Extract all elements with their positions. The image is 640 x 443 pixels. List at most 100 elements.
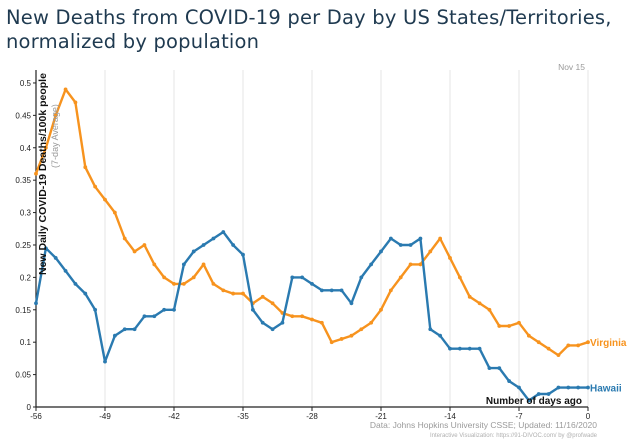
x-tick-label: -21 — [375, 412, 387, 421]
data-point-hawaii — [477, 346, 482, 351]
data-point-virginia — [63, 87, 68, 92]
data-point-virginia — [112, 210, 117, 215]
y-tick-label: 0.2 — [20, 273, 32, 282]
data-point-virginia — [556, 353, 561, 358]
chart-grid — [35, 70, 589, 407]
data-point-hawaii — [221, 230, 226, 234]
data-point-hawaii — [566, 385, 571, 390]
data-point-hawaii — [398, 243, 403, 247]
data-point-virginia — [132, 249, 137, 254]
data-point-hawaii — [388, 236, 393, 241]
source-note: Data: Johns Hopkins University CSSE; Upd… — [370, 420, 597, 430]
data-point-hawaii — [487, 366, 492, 371]
data-point-hawaii — [53, 256, 58, 260]
data-point-hawaii — [191, 249, 196, 254]
data-point-virginia — [191, 275, 196, 280]
data-point-hawaii — [34, 301, 38, 306]
data-point-virginia — [408, 262, 413, 267]
data-point-virginia — [586, 340, 590, 345]
data-point-virginia — [428, 249, 433, 254]
data-point-hawaii — [290, 275, 295, 280]
y-tick-label: 0.3 — [20, 209, 32, 218]
data-point-hawaii — [260, 320, 265, 325]
x-tick-labels: -56 -49 -42 -35 -28 -21 -14 -7 0 — [30, 407, 591, 421]
data-point-hawaii — [112, 333, 117, 338]
data-point-hawaii — [162, 307, 167, 312]
data-point-hawaii — [556, 385, 561, 390]
data-point-virginia — [221, 288, 226, 293]
data-point-virginia — [93, 184, 98, 189]
data-point-virginia — [477, 301, 482, 306]
y-tick-label: 0 — [27, 403, 32, 412]
series-label-hawaii: Hawaii — [590, 384, 622, 395]
data-point-hawaii — [418, 236, 423, 241]
y-tick-label: 0.05 — [15, 371, 31, 380]
data-point-hawaii — [576, 385, 581, 390]
data-point-hawaii — [43, 246, 48, 251]
chart-title-line2: normalized by population — [6, 30, 260, 53]
series-label-virginia: Virginia — [590, 338, 627, 349]
data-point-virginia — [103, 197, 107, 202]
data-point-virginia — [457, 275, 462, 280]
data-point-virginia — [497, 324, 502, 328]
data-point-hawaii — [507, 379, 512, 383]
data-point-virginia — [290, 314, 295, 319]
data-point-hawaii — [63, 269, 68, 273]
data-point-virginia — [467, 294, 472, 299]
y-tick-label: 0.15 — [15, 306, 31, 315]
data-point-virginia — [260, 294, 265, 299]
data-point-hawaii — [438, 333, 443, 338]
data-point-hawaii — [181, 262, 186, 267]
data-point-virginia — [172, 281, 176, 286]
data-point-hawaii — [349, 301, 354, 306]
data-point-hawaii — [428, 327, 433, 332]
data-point-hawaii — [280, 320, 285, 325]
data-point-virginia — [339, 337, 344, 341]
data-point-hawaii — [339, 288, 344, 293]
data-point-virginia — [507, 324, 512, 328]
y-tick-label: 0.45 — [15, 111, 31, 120]
y-axis-sublabel: (7-day Average) — [50, 104, 60, 168]
data-point-hawaii — [83, 291, 88, 296]
data-point-virginia — [388, 288, 393, 293]
data-point-virginia — [319, 320, 324, 325]
data-point-hawaii — [517, 385, 521, 390]
data-point-virginia — [349, 333, 354, 338]
data-point-virginia — [162, 275, 167, 280]
data-point-virginia — [576, 343, 581, 348]
data-point-hawaii — [201, 243, 206, 247]
x-axis-label: Number of days ago — [486, 396, 582, 407]
data-point-hawaii — [546, 392, 551, 396]
data-point-hawaii — [497, 366, 502, 371]
data-point-virginia — [53, 113, 58, 118]
data-point-virginia — [526, 333, 531, 338]
data-point-hawaii — [270, 327, 275, 332]
y-tick-label: 0.4 — [20, 144, 32, 153]
y-tick-labels: 0 0.05 0.1 0.15 0.2 0.25 0.3 0.35 0.4 0.45 0.5 — [15, 79, 36, 412]
y-tick-label: 0.25 — [15, 241, 31, 250]
data-point-hawaii — [152, 314, 157, 319]
data-point-virginia — [43, 145, 48, 150]
data-point-hawaii — [132, 327, 137, 332]
data-point-virginia — [310, 317, 314, 322]
chart-title-line1: New Deaths from COVID-19 per Day by US S… — [6, 6, 612, 29]
data-point-hawaii — [250, 307, 255, 312]
x-tick-label: -7 — [515, 412, 523, 421]
data-point-hawaii — [379, 249, 383, 254]
data-point-virginia — [181, 281, 186, 286]
data-point-hawaii — [300, 275, 305, 280]
series-virginia: Virginia — [34, 87, 627, 358]
data-point-hawaii — [73, 281, 78, 286]
date-label: Nov 15 — [558, 62, 585, 72]
y-axis-label: New Daily COVID-19 Deaths/100k people — [37, 73, 49, 275]
data-point-virginia — [241, 291, 245, 296]
data-point-virginia — [142, 243, 147, 247]
data-point-hawaii — [310, 281, 314, 286]
data-point-hawaii — [103, 359, 107, 364]
data-point-virginia — [536, 340, 541, 345]
y-tick-label: 0.5 — [20, 79, 32, 88]
x-tick-label: -49 — [99, 412, 111, 421]
data-point-virginia — [152, 262, 157, 267]
data-point-hawaii — [329, 288, 334, 293]
data-point-virginia — [231, 291, 236, 296]
